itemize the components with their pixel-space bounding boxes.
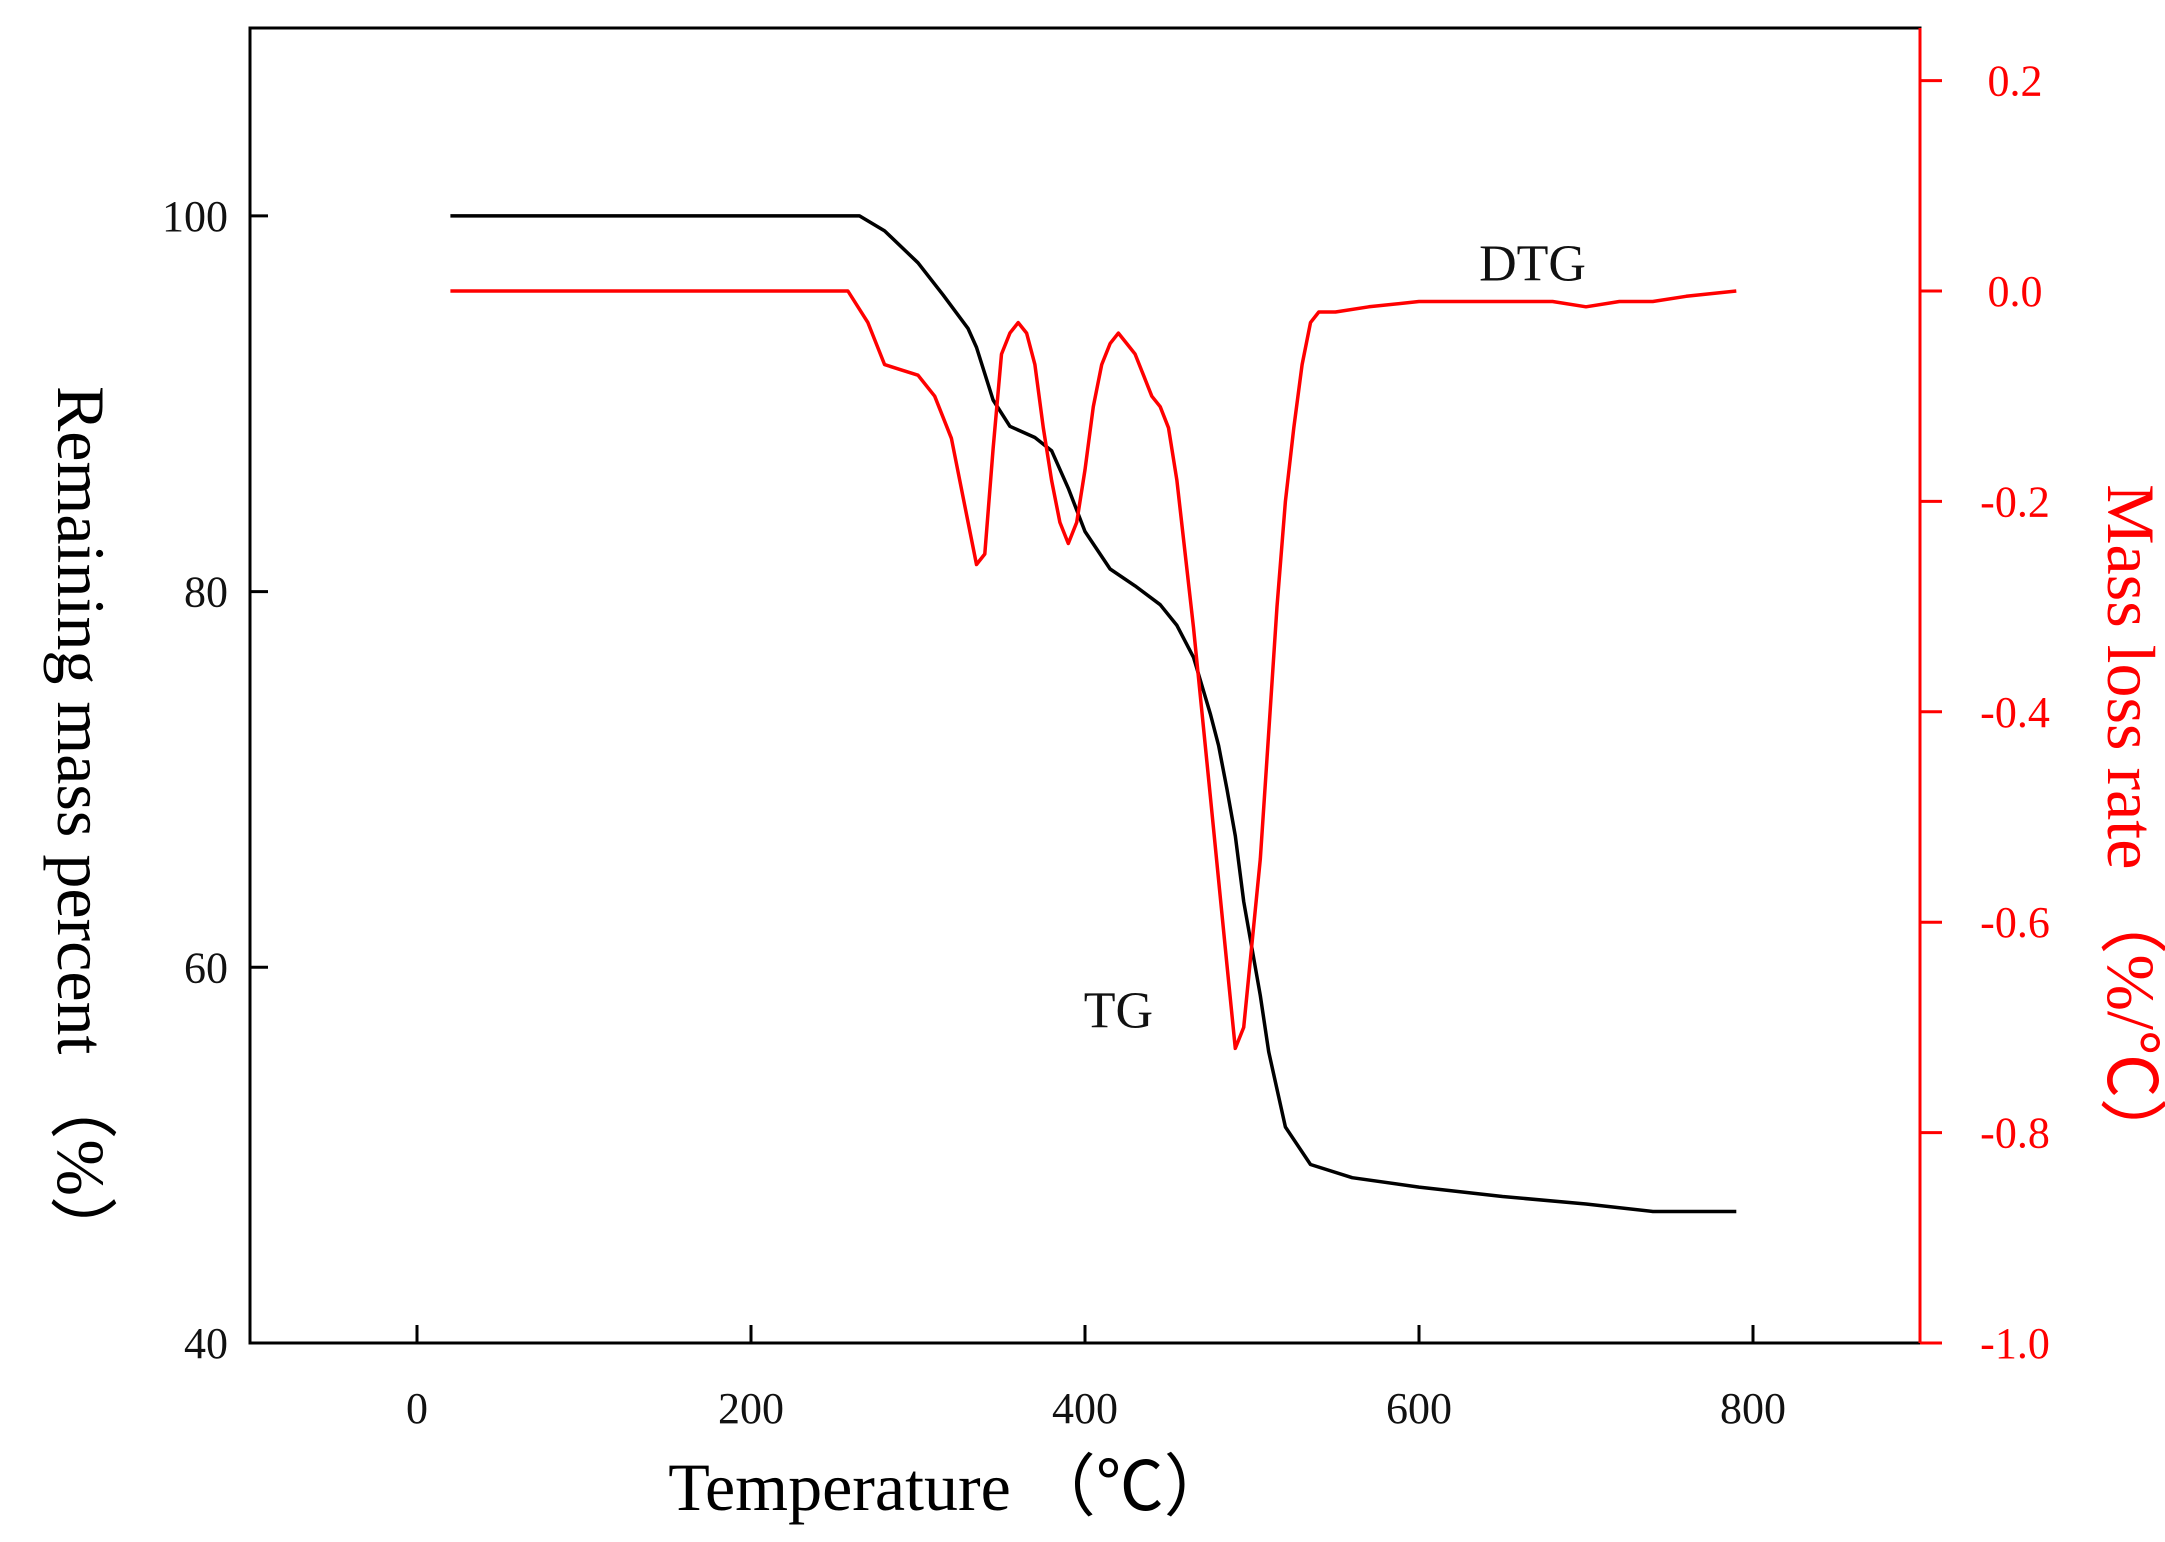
y-tick-label: 100 — [162, 192, 228, 241]
y2-tick-label: -0.8 — [1980, 1109, 2050, 1158]
x-axis-title: Temperature （℃） — [668, 1449, 1232, 1525]
y-tick-label: 60 — [184, 943, 228, 992]
y2-axis-title: Mass loss rate （%/℃） — [2093, 484, 2165, 1166]
y2-tick-label: -0.4 — [1980, 688, 2050, 737]
y-axis-title: Remaining mass percent （%） — [43, 386, 119, 1264]
x-tick-label: 400 — [1052, 1384, 1118, 1433]
annotation-tg: TG — [1084, 982, 1153, 1039]
y-tick-label: 40 — [184, 1319, 228, 1368]
y2-tick-label: -0.6 — [1980, 898, 2050, 947]
annotations: DTG TG — [1084, 235, 1586, 1039]
series-line-dtg — [450, 289, 1737, 1051]
annotation-dtg: DTG — [1479, 235, 1586, 292]
left-axis-ticks: 40 60 80 100 — [162, 192, 268, 1368]
y2-tick-label: 0.0 — [1988, 267, 2043, 316]
right-axis-ticks: -1.0 -0.8 -0.6 -0.4 -0.2 0.0 0.2 — [1920, 57, 2050, 1368]
x-tick-label: 800 — [1720, 1384, 1786, 1433]
y2-tick-label: -0.2 — [1980, 477, 2050, 526]
x-tick-label: 0 — [406, 1384, 428, 1433]
series-line-tg — [450, 214, 1737, 1214]
y2-tick-label: 0.2 — [1988, 57, 2043, 106]
x-tick-label: 600 — [1386, 1384, 1452, 1433]
plot-frame — [248, 26, 1922, 1345]
x-axis-ticks: 0 200 400 600 800 — [406, 1325, 1786, 1433]
y2-tick-label: -1.0 — [1980, 1319, 2050, 1368]
y-tick-label: 80 — [184, 568, 228, 617]
x-tick-label: 200 — [718, 1384, 784, 1433]
series-layer — [450, 214, 1737, 1214]
